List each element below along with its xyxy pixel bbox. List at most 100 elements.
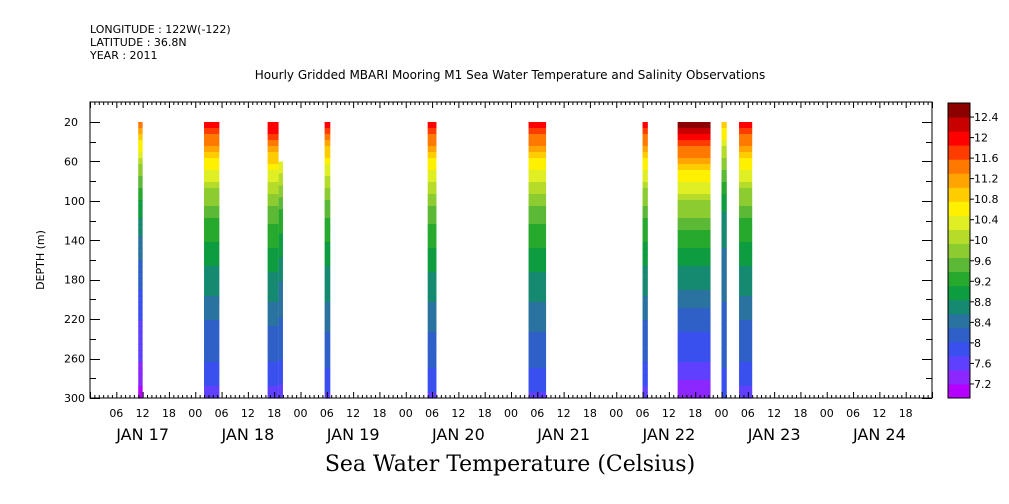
data-band [324, 242, 331, 249]
data-band [642, 272, 648, 279]
data-band [677, 344, 711, 351]
data-band [138, 332, 143, 339]
data-band [324, 206, 331, 213]
data-band [267, 224, 279, 231]
data-band [204, 248, 220, 255]
x-tick-label: 00 [609, 407, 623, 420]
data-band [427, 278, 437, 285]
data-column [528, 122, 547, 399]
x-tick-label: 12 [872, 407, 886, 420]
latitude-label: LATITUDE : 36.8N [90, 36, 187, 49]
data-band [677, 140, 711, 147]
data-band [204, 344, 220, 351]
data-band [267, 122, 279, 129]
data-band [721, 122, 727, 129]
data-band [267, 326, 279, 333]
data-band [427, 152, 437, 159]
data-band [677, 374, 711, 381]
data-band [204, 188, 220, 195]
x-tick-label: 12 [662, 407, 676, 420]
data-band [642, 290, 648, 297]
data-band [642, 260, 648, 267]
colorbar-tick-label: 12.4 [974, 111, 999, 124]
data-band [677, 248, 711, 255]
colorbar-swatch [948, 257, 970, 273]
x-tick-label: 12 [451, 407, 465, 420]
data-band [677, 302, 711, 309]
colorbar-title: Sea Water Temperature (Celsius) [324, 452, 696, 477]
data-band [528, 188, 547, 195]
data-band [739, 224, 753, 231]
data-band [278, 167, 283, 175]
data-band [204, 356, 220, 363]
data-band [324, 284, 331, 291]
data-band [721, 134, 727, 141]
data-band [739, 314, 753, 321]
data-band [677, 212, 711, 219]
colorbar-swatch [948, 313, 970, 329]
data-band [642, 266, 648, 273]
data-band [138, 254, 143, 261]
data-band [721, 332, 727, 339]
data-band [721, 230, 727, 237]
data-band [267, 158, 279, 165]
x-day-label: JAN 19 [326, 425, 380, 444]
data-band [204, 206, 220, 213]
data-band [642, 242, 648, 249]
data-band [677, 332, 711, 339]
data-band [642, 236, 648, 243]
colorbar-swatch [948, 299, 970, 315]
data-band [739, 356, 753, 363]
data-band [739, 200, 753, 207]
data-band [739, 290, 753, 297]
data-band [739, 380, 753, 387]
y-axis-label: DEPTH (m) [34, 230, 47, 290]
x-day-label: JAN 23 [747, 425, 801, 444]
data-band [324, 260, 331, 267]
data-band [267, 290, 279, 297]
x-tick-label: 12 [767, 407, 781, 420]
data-band [739, 134, 753, 141]
data-band [267, 218, 279, 225]
data-band [324, 200, 331, 207]
data-band [427, 386, 437, 393]
data-band [642, 188, 648, 195]
data-band [204, 362, 220, 369]
data-band [739, 272, 753, 279]
data-band [267, 374, 279, 381]
data-band [138, 272, 143, 279]
y-tick-label: 300 [64, 392, 85, 405]
data-band [138, 194, 143, 201]
y-tick-label: 220 [64, 313, 85, 326]
data-band [278, 347, 283, 355]
colorbar-swatch [948, 103, 970, 118]
data-band [324, 194, 331, 201]
data-band [324, 248, 331, 255]
data-band [528, 326, 547, 333]
data-band [677, 158, 711, 165]
data-band [267, 368, 279, 375]
data-band [204, 380, 220, 387]
data-band [427, 158, 437, 165]
data-band [138, 146, 143, 153]
data-band [739, 164, 753, 171]
data-band [739, 242, 753, 249]
data-band [138, 164, 143, 171]
data-band [677, 368, 711, 375]
x-tick-label: 00 [715, 407, 729, 420]
x-day-label: JAN 22 [641, 425, 695, 444]
data-band [721, 236, 727, 243]
data-band [721, 302, 727, 309]
data-band [138, 242, 143, 249]
data-band [138, 296, 143, 303]
data-band [204, 236, 220, 243]
data-band [642, 308, 648, 315]
data-band [427, 350, 437, 357]
data-band [427, 254, 437, 261]
data-band [324, 218, 331, 225]
data-band [642, 320, 648, 327]
data-band [138, 302, 143, 309]
data-band [677, 218, 711, 225]
data-band [739, 128, 753, 135]
data-band [267, 308, 279, 315]
